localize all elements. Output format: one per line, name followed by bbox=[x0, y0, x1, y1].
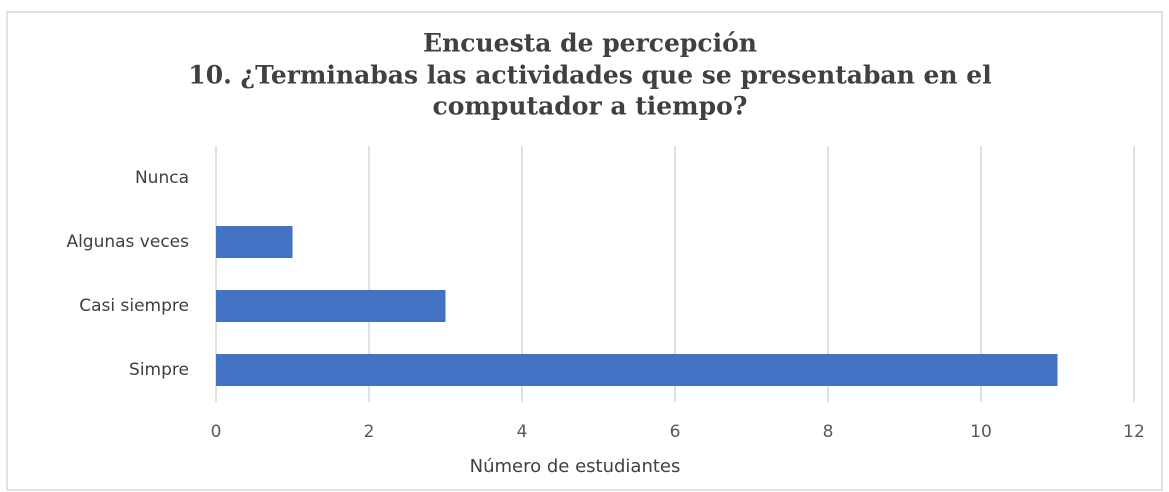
x-tick-label: 6 bbox=[670, 422, 681, 442]
chart-title: computador a tiempo? bbox=[433, 92, 748, 121]
x-tick-label: 0 bbox=[211, 422, 222, 442]
y-tick-label: Casi siempre bbox=[79, 296, 189, 316]
x-tick-label: 12 bbox=[1123, 422, 1145, 442]
bar bbox=[216, 354, 1058, 386]
y-tick-label: Simpre bbox=[129, 360, 189, 380]
bar bbox=[216, 226, 293, 258]
bar bbox=[216, 290, 446, 322]
x-axis-label: Número de estudiantes bbox=[470, 456, 681, 477]
y-tick-label: Nunca bbox=[135, 168, 189, 188]
x-tick-label: 10 bbox=[970, 422, 992, 442]
chart-title: 10. ¿Terminabas las actividades que se p… bbox=[188, 61, 991, 90]
x-tick-label: 4 bbox=[517, 422, 528, 442]
chart-title: Encuesta de percepción bbox=[423, 29, 757, 58]
y-tick-label: Algunas veces bbox=[66, 232, 189, 252]
chart-frame bbox=[6, 11, 1163, 491]
x-tick-label: 8 bbox=[823, 422, 834, 442]
x-tick-label: 2 bbox=[364, 422, 375, 442]
